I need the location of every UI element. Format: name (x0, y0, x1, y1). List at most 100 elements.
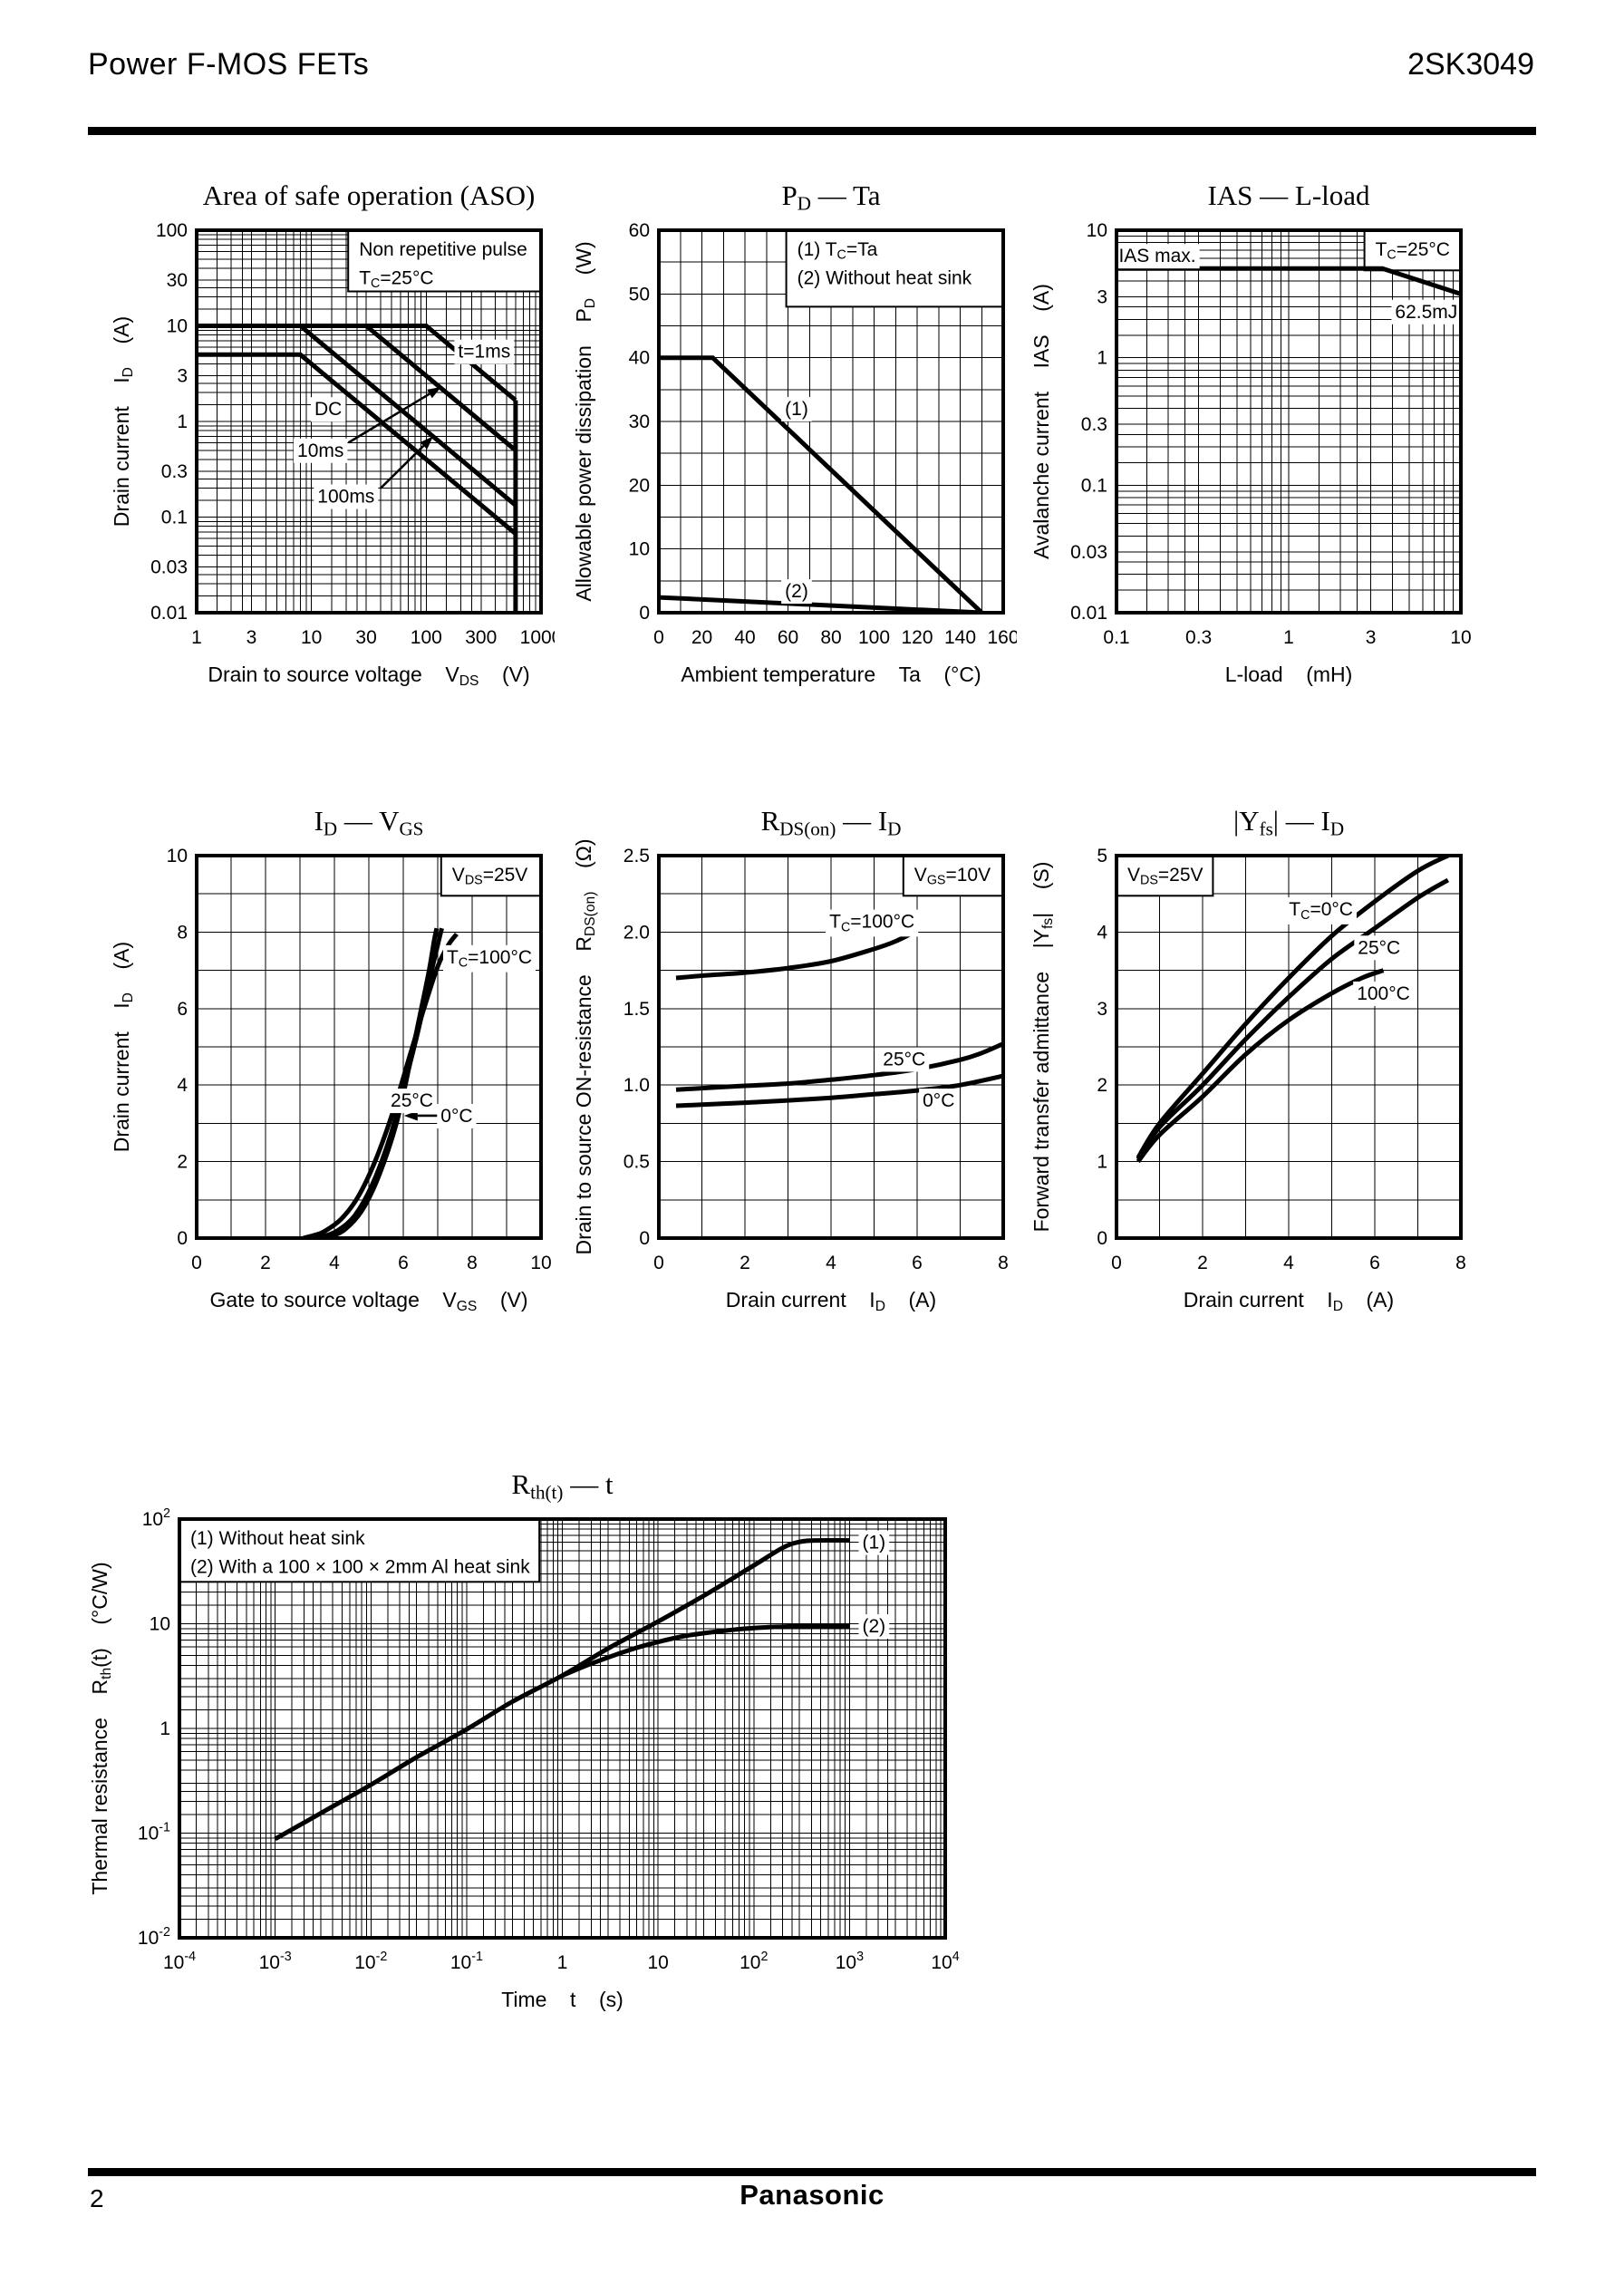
svg-text:Drain current ID (A): Drain current ID (A) (110, 942, 136, 1152)
y-tick-label: 0 (639, 1228, 650, 1249)
chart-title: Area of safe operation (ASO) (203, 179, 536, 211)
x-tick-label: 2 (260, 1253, 271, 1273)
x-tick-label: 8 (998, 1253, 1009, 1273)
y-axis-title: Drain to source ON-resistance RDS(on) (Ω… (572, 839, 598, 1255)
x-tick-label: 3 (246, 627, 257, 648)
x-tick-label: 20 (691, 627, 712, 648)
annotation-box-line: (1) TC=Ta (798, 239, 878, 263)
svg-text:Forward transfer admittance: Forward transfer admittance |Yfs| (S) (1030, 862, 1056, 1233)
x-tick-label: 8 (1455, 1253, 1466, 1273)
x-tick-label: 300 (465, 627, 497, 648)
part-number: 2SK3049 (1407, 47, 1534, 82)
y-tick-label: 30 (629, 411, 650, 432)
y-tick-label: 0.03 (1070, 542, 1107, 563)
y-tick-label: 0.1 (1081, 475, 1107, 496)
x-tick-label: 104 (931, 1950, 959, 1973)
grid (179, 1518, 946, 1939)
aso-figure: Area of safe operation (ASO) Non repetiti… (110, 179, 562, 689)
annotation-box-line: VDS=25V (452, 865, 528, 888)
x-tick-label: 6 (398, 1253, 409, 1273)
curve-label: 10ms (297, 440, 343, 461)
y-tick-label: 3 (1097, 999, 1107, 1020)
x-tick-label: 60 (778, 627, 798, 648)
series-tc-0-c (1136, 855, 1449, 1159)
y-tick-label: 50 (629, 284, 650, 305)
series--1-tc-ta (659, 355, 984, 614)
chart-ias-lload: IAS — L-load TC=25°C IAS max. 62.5mJ 0.1 0.3 1… (1021, 163, 1474, 694)
series--1-without-heat-sink (274, 1537, 850, 1842)
chart-title: PD — Ta (782, 179, 881, 215)
series-25-c (675, 1041, 1004, 1092)
chart-pd-ta: PD — Ta (1) TC=Ta (2) Without heat sink (1)… (564, 163, 1020, 694)
curve-label: 100ms (317, 487, 374, 508)
y-tick-label: 10-2 (138, 1925, 170, 1949)
series-group (274, 1537, 850, 1842)
x-tick-label: 1 (557, 1952, 568, 1973)
series-group (303, 927, 459, 1239)
y-tick-label: 10 (1087, 220, 1107, 241)
x-tick-label: 100 (411, 627, 442, 648)
curve-label: (2) (863, 1616, 886, 1637)
series-25-c (1136, 877, 1450, 1161)
x-tick-label: 4 (329, 1253, 340, 1273)
x-tick-label: 10 (301, 627, 322, 648)
series-tc-100-c (303, 932, 459, 1239)
y-tick-label: 30 (167, 270, 188, 291)
rth-t-figure: Rth(t) — t (1) Without heat sink (2) With … (88, 1468, 960, 2011)
yfs-id-figure: |Yfs| — ID VDS=25V TC=0°C25°C 100°C 0 2 4 6 8 0 1 2… (1030, 805, 1466, 1314)
y-tick-label: 10 (150, 1614, 170, 1635)
y-tick-label: 0 (177, 1228, 188, 1249)
y-tick-label: 40 (629, 348, 650, 369)
header-rule (88, 127, 1536, 135)
x-tick-label: 10 (647, 1952, 668, 1973)
id-vgs-figure: ID — VGS VDS=25V TC=100°C 25°C 0°C 0 2 4 6 8 10 0 2 4… (110, 805, 552, 1314)
x-tick-label: 10 (530, 1253, 551, 1273)
brand-logo: Panasonic (740, 2179, 884, 2211)
y-tick-label: 0.01 (1070, 603, 1107, 624)
annotation-box-line: VGS=10V (914, 865, 991, 888)
series-tc-100-c (675, 928, 919, 981)
series-dc (197, 352, 517, 536)
x-tick-label: 0.1 (1103, 627, 1129, 648)
y-tick-label: 10 (167, 316, 188, 337)
plot-border (657, 228, 1005, 615)
rdson-id-figure: RDS(on) — ID VGS=10V TC=100°C 25°C 0°C 0 2 4 6 8 0… (572, 805, 1009, 1314)
x-tick-label: 0 (1111, 1253, 1122, 1273)
curve-label: 62.5mJ (1395, 302, 1457, 323)
y-tick-label: 0.03 (150, 557, 188, 578)
chart-title: IAS — L-load (1207, 179, 1370, 211)
y-tick-label: 1 (1097, 1152, 1107, 1173)
y-tick-label: 0.3 (161, 461, 188, 482)
curve-label: 100°C (1357, 983, 1410, 1004)
y-tick-label: 4 (177, 1075, 188, 1096)
x-tick-label: 6 (1369, 1253, 1380, 1273)
chart-yfs-id: |Yfs| — ID VDS=25V TC=0°C 25°C 100°C 0 2 4 6 8 0 1 2… (1021, 789, 1474, 1320)
x-tick-label: 40 (734, 627, 755, 648)
x-tick-label: 0 (653, 627, 664, 648)
pd-ta-figure: PD — Ta (1) TC=Ta (2) Without heat sink (1)… (572, 179, 1020, 686)
plot-border (657, 854, 1005, 1240)
plot-border (1115, 854, 1463, 1240)
x-tick-label: 10-4 (163, 1950, 196, 1973)
x-tick-label: 10-1 (450, 1950, 483, 1973)
svg-text:Allowable power dissipation: Allowable power dissipation PD (W) (572, 241, 598, 601)
chart-title: Rth(t) — t (511, 1468, 614, 1504)
x-axis-title: Time t (s) (501, 1988, 624, 2011)
chart-title: ID — VGS (314, 805, 424, 840)
plot-border (1115, 228, 1463, 615)
curve-label: IAS max. (1118, 246, 1195, 266)
series--2-without-heat-sink (658, 595, 982, 614)
y-tick-label: 5 (1097, 846, 1107, 866)
series--2-with-al-heat-sink (561, 1623, 850, 1679)
y-tick-label: 2 (177, 1152, 188, 1173)
annotation-box (1363, 229, 1463, 272)
curve-label: DC (314, 399, 342, 420)
y-tick-label: 100 (156, 220, 188, 241)
y-axis-title: Avalanche current IAS (A) (1030, 284, 1053, 559)
y-tick-label: 0.5 (624, 1152, 650, 1173)
x-axis-title: Ambient temperature Ta (°C) (681, 663, 981, 686)
curve-label: 25°C (1358, 937, 1400, 958)
x-tick-label: 1000 (520, 627, 555, 648)
x-axis-title: Drain current ID (A) (726, 1288, 936, 1314)
